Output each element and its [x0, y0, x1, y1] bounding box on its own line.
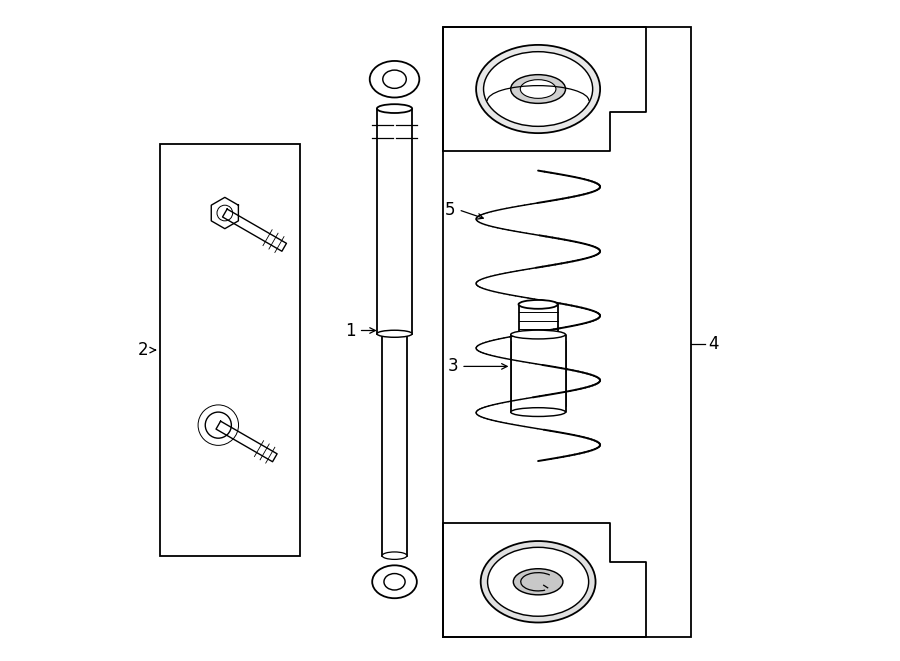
Ellipse shape: [382, 70, 406, 89]
Text: 3: 3: [447, 358, 458, 375]
Bar: [159, 145, 300, 556]
Ellipse shape: [488, 547, 589, 616]
Ellipse shape: [510, 408, 565, 416]
Bar: [377, 108, 412, 334]
Text: 5: 5: [445, 201, 455, 219]
Bar: [444, 27, 691, 637]
Ellipse shape: [481, 541, 596, 623]
Ellipse shape: [483, 52, 593, 126]
Text: 2: 2: [138, 341, 148, 359]
Bar: [510, 305, 565, 412]
Ellipse shape: [382, 552, 407, 559]
Text: 1: 1: [345, 321, 356, 340]
Ellipse shape: [384, 574, 405, 590]
Ellipse shape: [370, 61, 419, 98]
Bar: [382, 334, 407, 556]
Ellipse shape: [510, 75, 565, 103]
Ellipse shape: [518, 300, 558, 309]
Ellipse shape: [510, 330, 565, 339]
Ellipse shape: [377, 104, 412, 113]
Ellipse shape: [513, 568, 562, 595]
Ellipse shape: [476, 45, 600, 133]
Ellipse shape: [377, 330, 412, 337]
Text: 4: 4: [707, 334, 718, 352]
Ellipse shape: [520, 80, 556, 98]
Ellipse shape: [373, 565, 417, 598]
